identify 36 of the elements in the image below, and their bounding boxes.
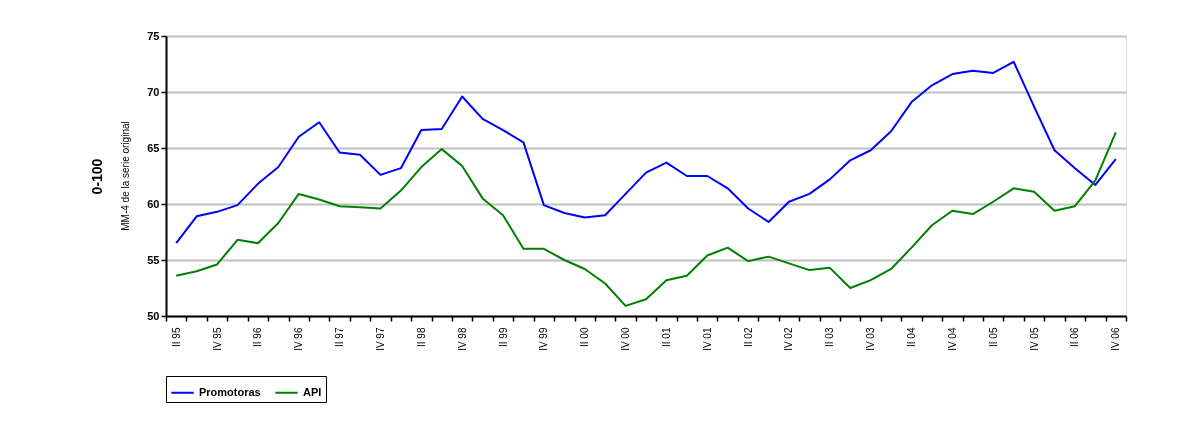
x-tick-label: II 95 — [170, 327, 182, 347]
x-tick-label: IV 05 — [1028, 327, 1040, 351]
x-tick-label: IV 98 — [456, 327, 468, 351]
x-tick-label: IV 01 — [701, 327, 713, 351]
x-tick-label: IV 96 — [293, 327, 305, 351]
x-tick-label: IV 00 — [620, 327, 632, 351]
line-series — [175, 60, 1117, 245]
text: MM-4 de la serie original — [120, 121, 131, 231]
y-tick-label: 65 — [147, 141, 160, 154]
y-axis-title: 0-100 — [89, 158, 106, 195]
y-tick-label: 50 — [147, 309, 160, 322]
x-tick-label: IV 99 — [538, 327, 550, 351]
x-tick-label: IV 02 — [783, 327, 795, 351]
y-tick-label: 75 — [147, 29, 160, 42]
x-tick-label: IV 95 — [211, 327, 223, 351]
y-tick-label: 60 — [147, 197, 160, 210]
x-tick-label: II 99 — [497, 327, 509, 347]
x-tick-label: II 04 — [906, 327, 918, 347]
x-tick-label: II 02 — [742, 327, 754, 347]
line-series — [175, 131, 1117, 307]
x-tick-label: II 96 — [252, 327, 264, 347]
x-tick-label: IV 03 — [865, 327, 877, 351]
x-tick-label: II 06 — [1069, 327, 1081, 347]
y-tick-label: 70 — [147, 85, 160, 98]
legend-label: Promotoras — [199, 385, 261, 398]
x-tick-label: II 03 — [824, 327, 836, 347]
x-tick-label: II 97 — [334, 327, 346, 347]
x-tick-label: II 00 — [579, 327, 591, 347]
legend-label: API — [303, 385, 322, 398]
x-tick-label: II 98 — [415, 327, 427, 347]
x-tick-label: IV 97 — [374, 327, 386, 351]
y-tick-label: 55 — [147, 253, 160, 266]
x-tick-label: IV 04 — [946, 327, 958, 351]
x-tick-label: II 01 — [660, 327, 672, 347]
x-tick-label: IV 06 — [1110, 327, 1122, 351]
x-tick-label: II 05 — [987, 327, 999, 347]
